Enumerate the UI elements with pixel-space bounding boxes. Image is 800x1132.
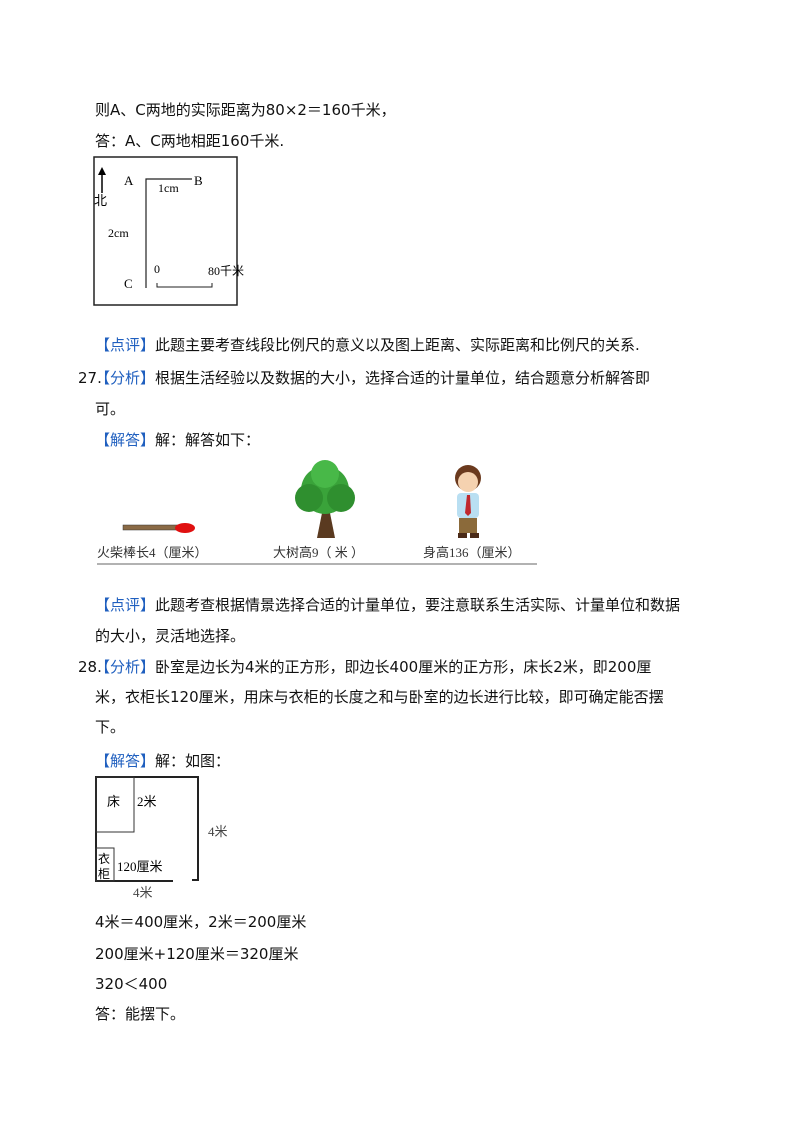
analysis-text: 下。 xyxy=(95,718,126,736)
review-line: 【点评】此题考查根据情景选择合适的计量单位，要注意联系生活实际、计量单位和数据 xyxy=(95,595,680,615)
answer-tag: 【解答】 xyxy=(95,752,156,770)
analysis-text: 卧室是边长为4米的正方形，即边长400厘米的正方形，床长2米，即200厘 xyxy=(155,658,652,676)
tree-icon xyxy=(295,460,355,538)
answer-tag: 【解答】 xyxy=(95,431,156,449)
review-text: 此题主要考查线段比例尺的意义以及图上距离、实际距离和比例尺的关系. xyxy=(155,336,640,354)
calc-line: 4米＝400厘米，2米＝200厘米 xyxy=(95,913,307,931)
person-label: 身高136（厘米） xyxy=(423,545,521,560)
analysis-line: 【分析】卧室是边长为4米的正方形，即边长400厘米的正方形，床长2米，即200厘 xyxy=(95,657,651,677)
analysis-text: 根据生活经验以及数据的大小，选择合适的计量单位，结合题意分析解答即 xyxy=(155,369,651,387)
review-tag: 【点评】 xyxy=(95,336,156,354)
answer-line: 【解答】解：如图： xyxy=(95,751,230,771)
answer-text: 解：如图： xyxy=(155,752,231,770)
point-b: B xyxy=(194,173,203,188)
units-figure: 火柴棒长4（厘米） 大树高9（ 米 ） 身高136（厘米） xyxy=(97,460,537,565)
review-text: 的大小，灵活地选择。 xyxy=(95,627,246,645)
review-line: 【点评】此题主要考查线段比例尺的意义以及图上距离、实际距离和比例尺的关系. xyxy=(95,335,640,355)
review-text: 此题考查根据情景选择合适的计量单位，要注意联系生活实际、计量单位和数据 xyxy=(155,596,681,614)
analysis-tag: 【分析】 xyxy=(95,369,156,387)
bed-length: 2米 xyxy=(137,794,157,809)
calc-line: 答：能摆下。 xyxy=(95,1005,186,1023)
side-right-length: 4米 xyxy=(208,824,228,839)
boy-icon xyxy=(455,465,481,538)
text-line: 则A、C两地的实际距离为80×2＝160千米， xyxy=(95,101,396,119)
calc-line: 320＜400 xyxy=(95,975,168,993)
scale-zero: 0 xyxy=(154,262,160,276)
calc-line: 200厘米+120厘米＝320厘米 xyxy=(95,945,299,963)
point-c: C xyxy=(124,276,133,291)
analysis-line: 【分析】根据生活经验以及数据的大小，选择合适的计量单位，结合题意分析解答即 xyxy=(95,368,650,388)
review-tag: 【点评】 xyxy=(95,596,156,614)
wardrobe-label: 衣 xyxy=(98,851,110,866)
question-number: 28. xyxy=(78,658,102,676)
map-figure: 北 A B C 1cm 2cm 0 80千米 xyxy=(93,156,244,306)
answer-line: 【解答】解：解答如下： xyxy=(95,430,260,450)
side-bottom-length: 4米 xyxy=(133,885,153,900)
analysis-text: 可。 xyxy=(95,400,126,418)
scale-label: 80千米 xyxy=(208,264,244,278)
text-line: 答：A、C两地相距160千米. xyxy=(95,132,285,150)
wardrobe-length: 120厘米 xyxy=(117,859,163,874)
bedroom-figure: 床 2米 衣 柜 120厘米 4米 4米 xyxy=(95,776,228,900)
match-label: 火柴棒长4（厘米） xyxy=(97,545,208,560)
answer-text: 解：解答如下： xyxy=(155,431,261,449)
analysis-tag: 【分析】 xyxy=(95,658,156,676)
analysis-text: 米，衣柜长120厘米，用床与衣柜的长度之和与卧室的边长进行比较，即可确定能否摆 xyxy=(95,688,664,706)
point-a: A xyxy=(124,173,134,188)
matchstick-icon xyxy=(122,524,179,531)
wardrobe-label: 柜 xyxy=(98,867,110,881)
bed-label: 床 xyxy=(107,794,120,809)
north-label: 北 xyxy=(94,193,107,208)
match-head-icon xyxy=(175,523,195,533)
ac-length: 2cm xyxy=(108,226,129,240)
ab-length: 1cm xyxy=(158,181,179,195)
tree-label: 大树高9（ 米 ） xyxy=(273,545,364,560)
question-number: 27. xyxy=(78,369,102,387)
